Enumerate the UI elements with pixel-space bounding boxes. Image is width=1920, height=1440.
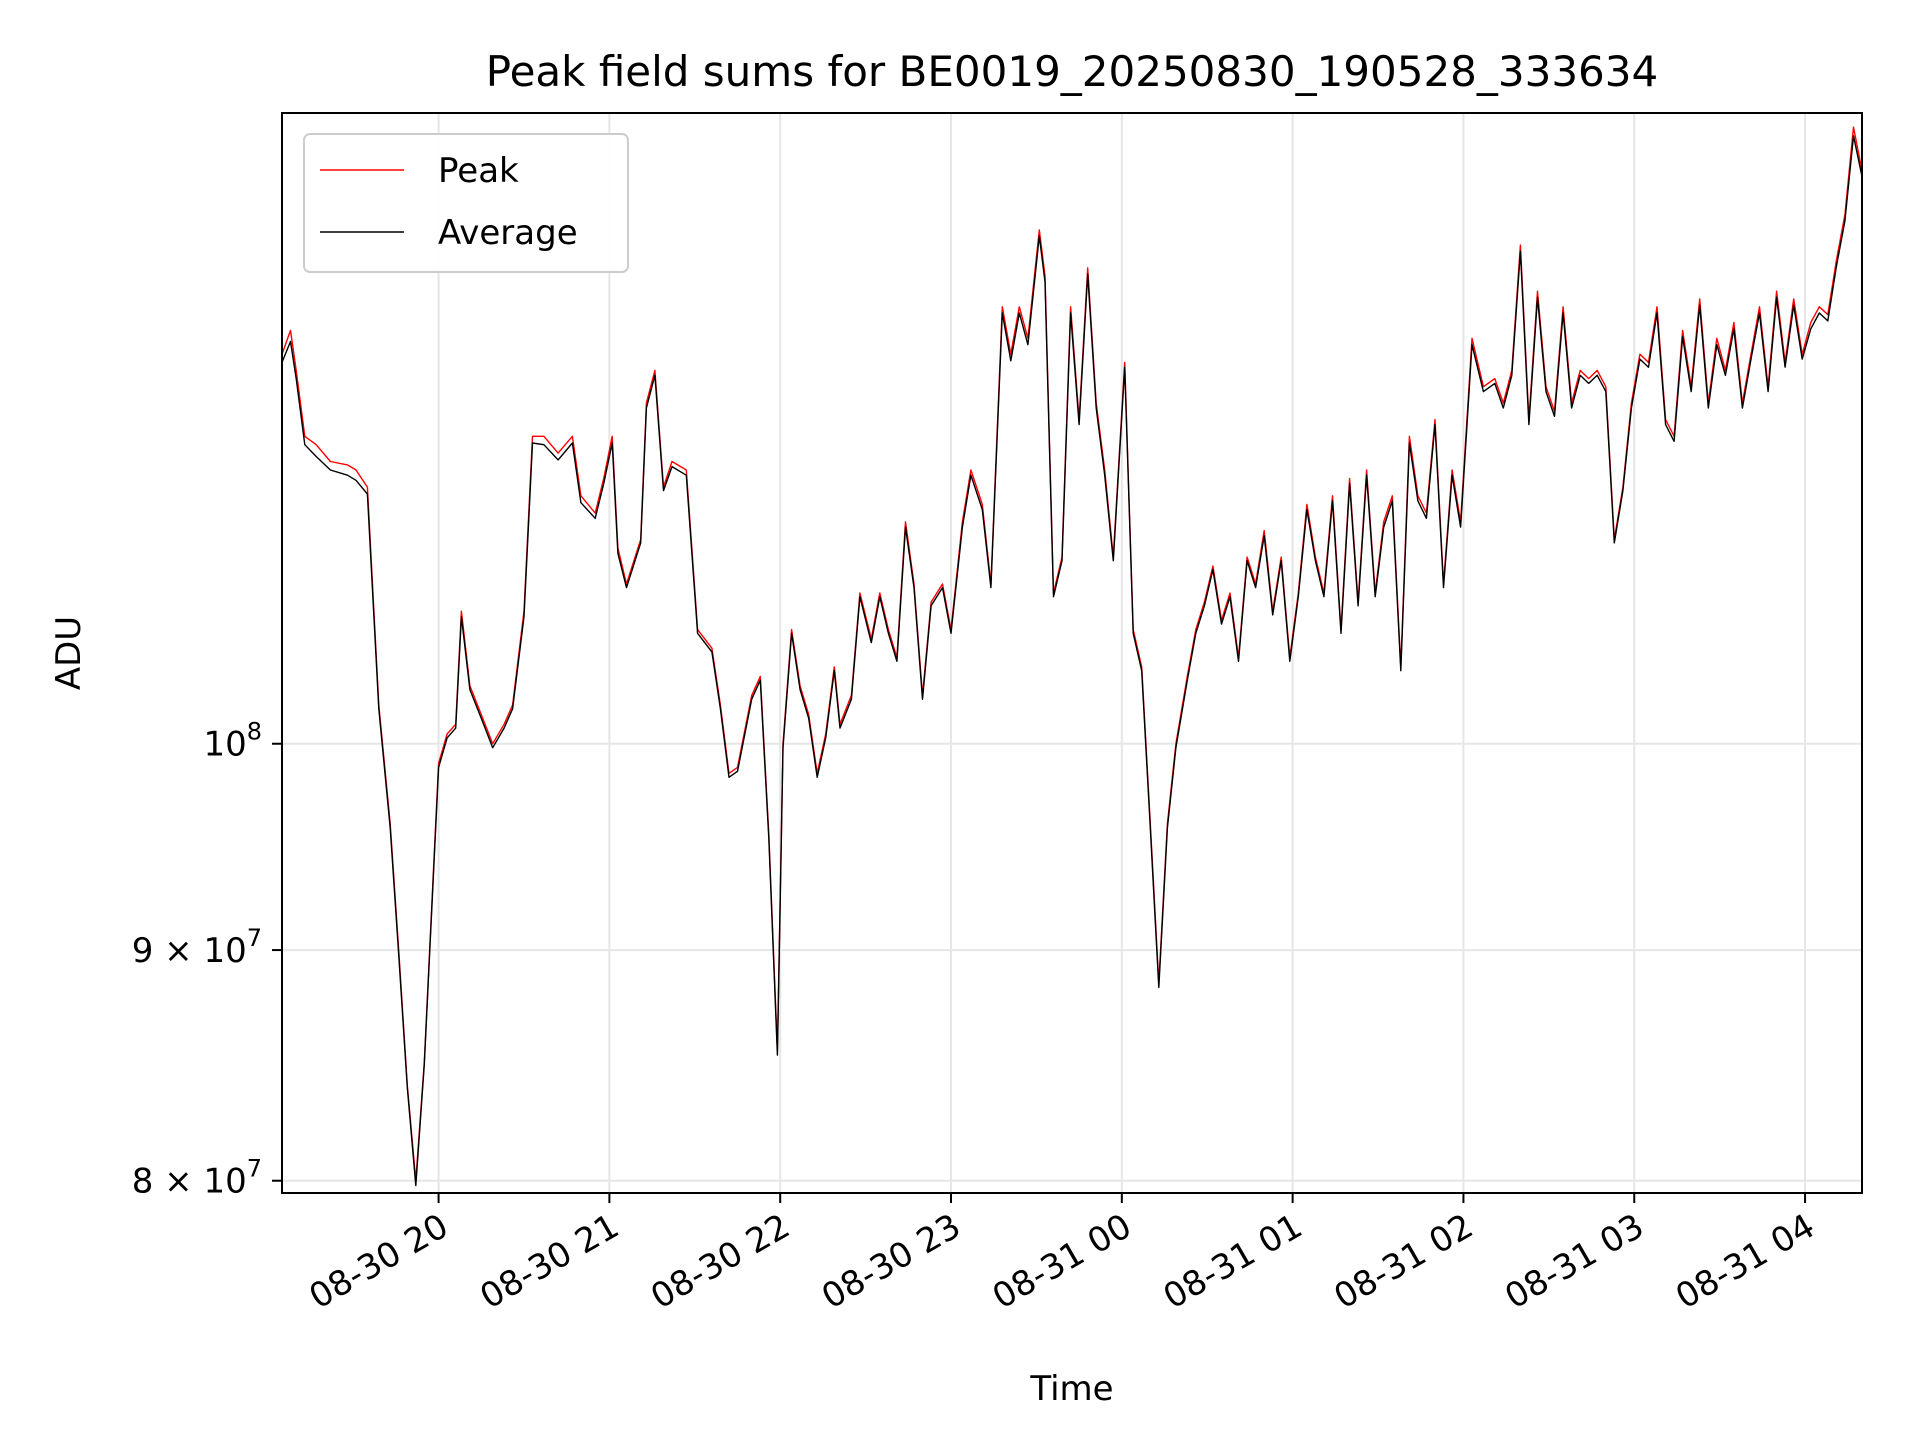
grid-lines <box>282 113 1862 1193</box>
y-tick-label: 9 × 107 <box>132 924 262 971</box>
legend-peak-label: Peak <box>438 151 519 191</box>
plot-frame <box>281 112 1863 1194</box>
legend-average-label: Average <box>438 213 578 253</box>
y-tick-label: 108 <box>203 718 262 765</box>
legend: Peak Average <box>303 133 629 273</box>
y-tick-label: 8 × 107 <box>132 1155 262 1202</box>
x-axis-label: Time <box>1029 1369 1113 1409</box>
y-axis: 108 9 × 107 8 × 107 <box>132 718 282 1202</box>
chart-title: Peak field sums for BE0019_20250830_1905… <box>486 47 1658 96</box>
series-line-average <box>281 135 1863 1187</box>
plot-series <box>281 126 1863 1187</box>
y-axis-label: ADU <box>49 616 89 690</box>
legend-box <box>303 133 629 273</box>
